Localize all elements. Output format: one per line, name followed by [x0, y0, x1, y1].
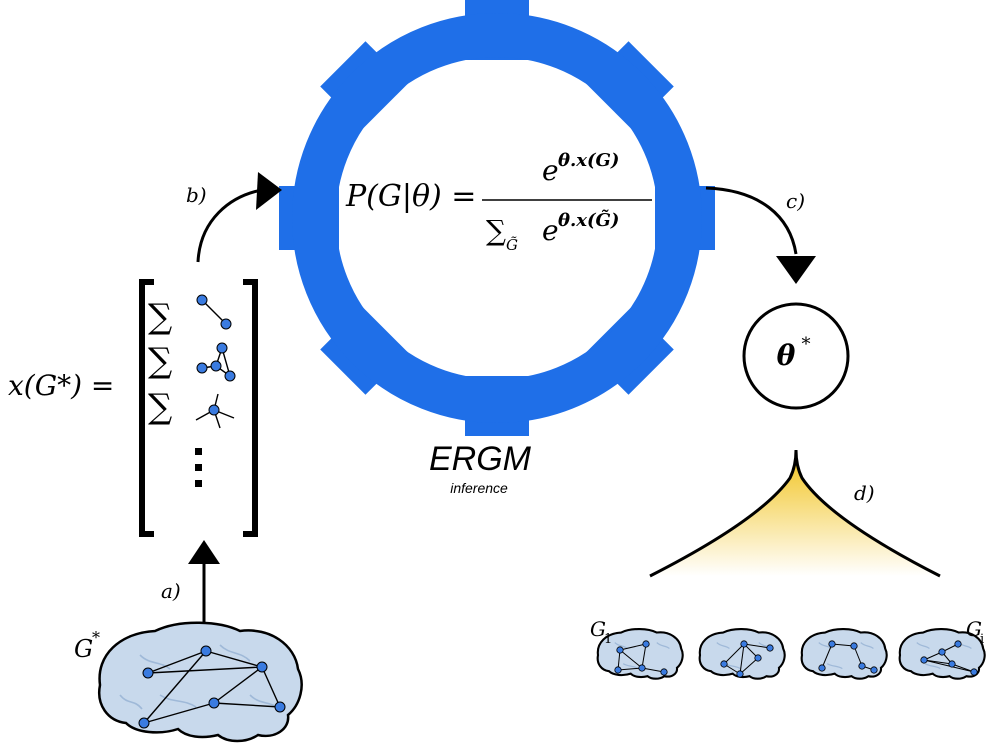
sample-edge: [743, 643, 771, 649]
sample-node: [614, 666, 622, 674]
svg-text:G: G: [966, 617, 982, 641]
star-motif-icon: [195, 393, 235, 429]
triangle-motif-icon: [196, 342, 236, 382]
left-bracket: [139, 279, 154, 537]
sample-node: [938, 648, 946, 656]
sample-node: [660, 668, 668, 676]
sample-edge: [641, 643, 647, 669]
formula-numerator-exponent: θ.x(G): [558, 150, 619, 171]
sample-node: [850, 642, 858, 650]
observed-graph-label: G *: [74, 628, 100, 663]
edge-motif-icon: [196, 294, 232, 330]
observed-brain-network: [97, 621, 303, 743]
label-b: b): [186, 183, 207, 207]
ergm-title: ERGM: [429, 440, 532, 478]
sampled-networks: [596, 627, 986, 680]
arrow-b: [196, 172, 282, 263]
sample-node: [638, 664, 646, 672]
sample-edge: [923, 659, 975, 673]
sample-edge: [619, 643, 647, 651]
sample-node: [740, 640, 748, 648]
sample-node: [858, 662, 866, 670]
sample-node: [642, 640, 650, 648]
arrow-a: [188, 540, 220, 622]
svg-text:1: 1: [604, 632, 612, 647]
ergm-formula: P(G|θ) = e θ.x(G) ∑ G̃ e θ.x(G̃): [345, 150, 652, 254]
sample-edge: [739, 643, 745, 675]
sample-node: [754, 654, 762, 662]
theta-star-node: θ *: [742, 302, 850, 410]
formula-denominator-subscript: G̃: [506, 236, 518, 254]
gear-ring: [292, 13, 702, 423]
sample-label-first: G 1: [590, 617, 612, 647]
theta-symbol: θ: [777, 339, 796, 372]
label-a: a): [161, 579, 181, 603]
sample-edge: [831, 643, 855, 647]
stats-vector-lhs: x(G*) =: [8, 369, 114, 402]
sample-node: [766, 644, 774, 652]
sample-node: [954, 640, 962, 648]
theta-star-superscript: *: [802, 334, 811, 355]
formula-denominator-base: e: [542, 214, 559, 247]
sample-edge: [723, 643, 745, 665]
vector-continuation-dots: [195, 448, 202, 487]
sample-node: [720, 660, 728, 668]
sample-edge: [641, 667, 665, 673]
svg-text:i: i: [980, 632, 984, 647]
sampling-fan: [649, 449, 941, 578]
label-d: d): [854, 481, 875, 505]
sample-node: [828, 640, 836, 648]
label-c: c): [786, 189, 805, 213]
svg-text:G: G: [74, 635, 93, 663]
sample-node: [736, 670, 744, 678]
arrow-c: [705, 186, 816, 284]
formula-denominator-exponent: θ.x(G̃): [558, 209, 619, 231]
formula-lhs: P(G|θ) =: [345, 179, 476, 214]
sample-edge: [617, 667, 643, 671]
sample-edge: [619, 649, 643, 669]
sample-node: [818, 664, 826, 672]
formula-numerator-base: e: [542, 154, 559, 187]
sample-edge: [739, 657, 759, 675]
sample-node: [970, 668, 978, 676]
svg-text:G: G: [590, 617, 606, 641]
sample-node: [920, 656, 928, 664]
sample-node: [948, 660, 956, 668]
ergm-subtitle: inference: [450, 480, 508, 496]
ergm-gear: [279, 0, 715, 436]
sample-edge: [821, 643, 833, 669]
svg-text:*: *: [92, 628, 100, 647]
formula-denominator-sum: ∑: [486, 214, 506, 247]
right-bracket: [243, 279, 258, 537]
sample-label-last: G i: [966, 617, 984, 647]
statistics-vector: x(G*) = ∑ ∑ ∑: [8, 279, 258, 537]
sum-symbol-triangle: ∑: [148, 341, 172, 381]
sample-node: [870, 666, 878, 674]
sum-symbol-star: ∑: [148, 387, 172, 427]
sum-symbol-edge: ∑: [148, 297, 172, 337]
sample-node: [616, 646, 624, 654]
